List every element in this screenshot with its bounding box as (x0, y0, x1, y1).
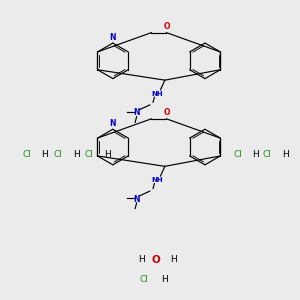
Text: H: H (161, 275, 168, 284)
Text: N: N (110, 119, 116, 128)
Text: NH: NH (152, 91, 163, 97)
Text: O: O (164, 22, 170, 31)
Text: Cl: Cl (263, 150, 272, 159)
Text: H: H (73, 150, 80, 159)
Text: Cl: Cl (85, 150, 94, 159)
Text: N: N (134, 194, 140, 203)
Text: NH: NH (152, 177, 163, 183)
Text: O: O (164, 108, 170, 117)
Text: Cl: Cl (22, 150, 31, 159)
Text: H: H (41, 150, 48, 159)
Text: Cl: Cl (53, 150, 62, 159)
Text: H: H (104, 150, 111, 159)
Text: H: H (282, 150, 289, 159)
Text: H: H (138, 256, 145, 265)
Text: N: N (134, 108, 140, 117)
Text: Cl: Cl (233, 150, 242, 159)
Text: H: H (170, 256, 177, 265)
Text: N: N (110, 33, 116, 42)
Text: H: H (253, 150, 259, 159)
Text: O: O (152, 255, 160, 265)
Text: Cl: Cl (140, 275, 148, 284)
